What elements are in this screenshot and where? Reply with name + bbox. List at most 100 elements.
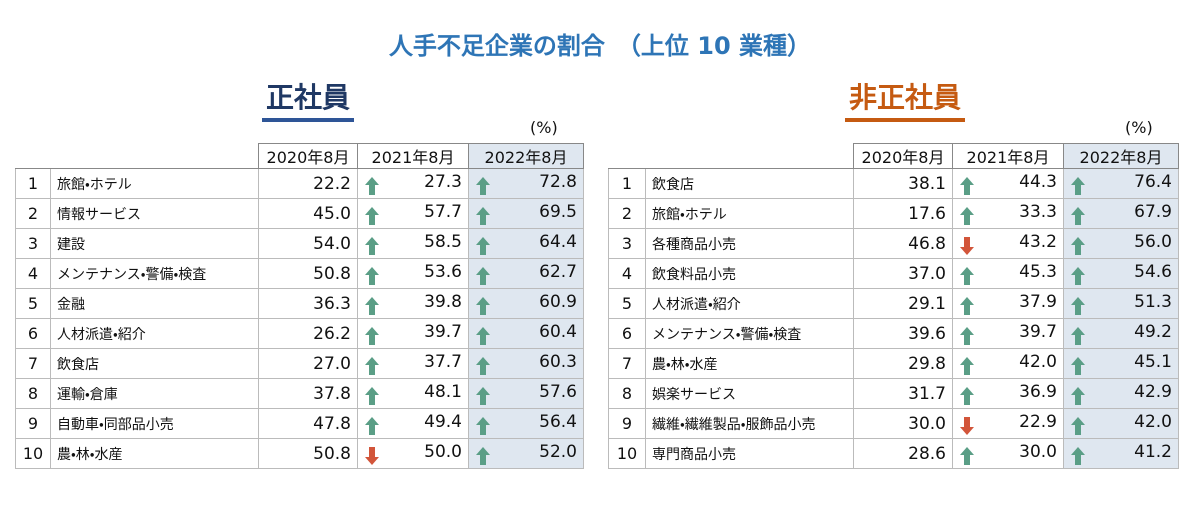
- value-cell: 49.4: [357, 408, 469, 439]
- rank-cell: 1: [15, 168, 51, 199]
- value: 52.0: [539, 441, 577, 462]
- value-cell: 58.5: [357, 228, 469, 259]
- up-arrow: [960, 446, 974, 465]
- table-row: 3 各種商品小売 46.8 43.2 56.0: [608, 228, 1179, 259]
- value: 26.2: [313, 323, 351, 344]
- rank-cell: 5: [608, 288, 646, 319]
- value-cell: 42.0: [952, 348, 1064, 379]
- value-cell: 39.8: [357, 288, 469, 319]
- up-arrow: [476, 446, 490, 465]
- value-cell: 39.6: [853, 318, 953, 349]
- value-cell: 57.6: [468, 378, 584, 409]
- table-row: 2 情報サービス 45.0 57.7 69.5: [15, 198, 584, 229]
- industry-cell: 娯楽サービス: [645, 378, 854, 409]
- value-cell: 50.0: [357, 438, 469, 469]
- table-row: 2 旅館・ホテル 17.6 33.3 67.9: [608, 198, 1179, 229]
- up-arrow: [1071, 236, 1085, 255]
- value: 51.3: [1134, 291, 1172, 312]
- value-cell: 39.7: [952, 318, 1064, 349]
- table-row: 4 飲食料品小売 37.0 45.3 54.6: [608, 258, 1179, 289]
- rank-cell: 1: [608, 168, 646, 199]
- value-cell: 37.9: [952, 288, 1064, 319]
- value-cell: 44.3: [952, 168, 1064, 199]
- header-row: 2020年8月 2021年8月 2022年8月: [15, 143, 584, 169]
- table-row: 7 飲食店 27.0 37.7 60.3: [15, 348, 584, 379]
- rank-cell: 8: [608, 378, 646, 409]
- value-cell: 67.9: [1063, 198, 1179, 229]
- up-arrow: [960, 296, 974, 315]
- value: 36.9: [1019, 381, 1057, 402]
- up-arrow: [476, 386, 490, 405]
- industry-cell: 旅館・ホテル: [50, 168, 259, 199]
- industry-cell: 飲食店: [50, 348, 259, 379]
- value: 29.8: [908, 353, 946, 374]
- rank-cell: 3: [608, 228, 646, 259]
- up-arrow: [960, 326, 974, 345]
- value: 39.7: [424, 321, 462, 342]
- up-arrow: [1071, 176, 1085, 195]
- value: 39.6: [908, 323, 946, 344]
- rank-cell: 9: [15, 408, 51, 439]
- value-cell: 30.0: [853, 408, 953, 439]
- up-arrow: [365, 296, 379, 315]
- value: 54.6: [1134, 261, 1172, 282]
- value-cell: 56.0: [1063, 228, 1179, 259]
- industry-cell: 金融: [50, 288, 259, 319]
- value: 50.0: [424, 441, 462, 462]
- table-row: 8 運輸・倉庫 37.8 48.1 57.6: [15, 378, 584, 409]
- value: 39.7: [1019, 321, 1057, 342]
- value-cell: 50.8: [258, 258, 358, 289]
- value: 49.2: [1134, 321, 1172, 342]
- industry-cell: 運輸・倉庫: [50, 378, 259, 409]
- column-header: 2020年8月: [258, 143, 358, 169]
- rank-cell: 4: [608, 258, 646, 289]
- value: 50.8: [313, 263, 351, 284]
- up-arrow: [1071, 326, 1085, 345]
- up-arrow: [960, 266, 974, 285]
- table-row: 5 人材派遣・紹介 29.1 37.9 51.3: [608, 288, 1179, 319]
- table-row: 6 人材派遣・紹介 26.2 39.7 60.4: [15, 318, 584, 349]
- value-cell: 48.1: [357, 378, 469, 409]
- value-cell: 33.3: [952, 198, 1064, 229]
- value: 57.7: [424, 201, 462, 222]
- rank-cell: 7: [608, 348, 646, 379]
- value-cell: 26.2: [258, 318, 358, 349]
- value-cell: 37.0: [853, 258, 953, 289]
- table-row: 5 金融 36.3 39.8 60.9: [15, 288, 584, 319]
- value-cell: 54.6: [1063, 258, 1179, 289]
- value-cell: 27.3: [357, 168, 469, 199]
- rank-cell: 6: [608, 318, 646, 349]
- value: 67.9: [1134, 201, 1172, 222]
- up-arrow: [365, 236, 379, 255]
- unit-label: (%): [530, 118, 558, 137]
- value: 38.1: [908, 173, 946, 194]
- header-row: 2020年8月 2021年8月 2022年8月: [608, 143, 1179, 169]
- value: 69.5: [539, 201, 577, 222]
- table-row: 3 建設 54.0 58.5 64.4: [15, 228, 584, 259]
- up-arrow: [476, 176, 490, 195]
- value-cell: 42.0: [1063, 408, 1179, 439]
- value-cell: 43.2: [952, 228, 1064, 259]
- value: 33.3: [1019, 201, 1057, 222]
- up-arrow: [365, 326, 379, 345]
- value-cell: 51.3: [1063, 288, 1179, 319]
- value-cell: 22.9: [952, 408, 1064, 439]
- unit-label: (%): [1125, 118, 1153, 137]
- value: 62.7: [539, 261, 577, 282]
- data-table: 2020年8月 2021年8月 2022年8月 1 旅館・ホテル 22.2 27.3 72.8…: [15, 143, 584, 469]
- blank-cell: [608, 143, 854, 169]
- value-cell: 57.7: [357, 198, 469, 229]
- industry-cell: 飲食料品小売: [645, 258, 854, 289]
- up-arrow: [1071, 386, 1085, 405]
- industry-cell: 農・林・水産: [50, 438, 259, 469]
- industry-cell: 各種商品小売: [645, 228, 854, 259]
- value: 37.0: [908, 263, 946, 284]
- value: 31.7: [908, 383, 946, 404]
- industry-cell: 自動車・同部品小売: [50, 408, 259, 439]
- rank-cell: 3: [15, 228, 51, 259]
- table-row: 9 繊維・繊維製品・服飾品小売 30.0 22.9 42.0: [608, 408, 1179, 439]
- value-cell: 28.6: [853, 438, 953, 469]
- down-arrow: [960, 236, 974, 255]
- value: 49.4: [424, 411, 462, 432]
